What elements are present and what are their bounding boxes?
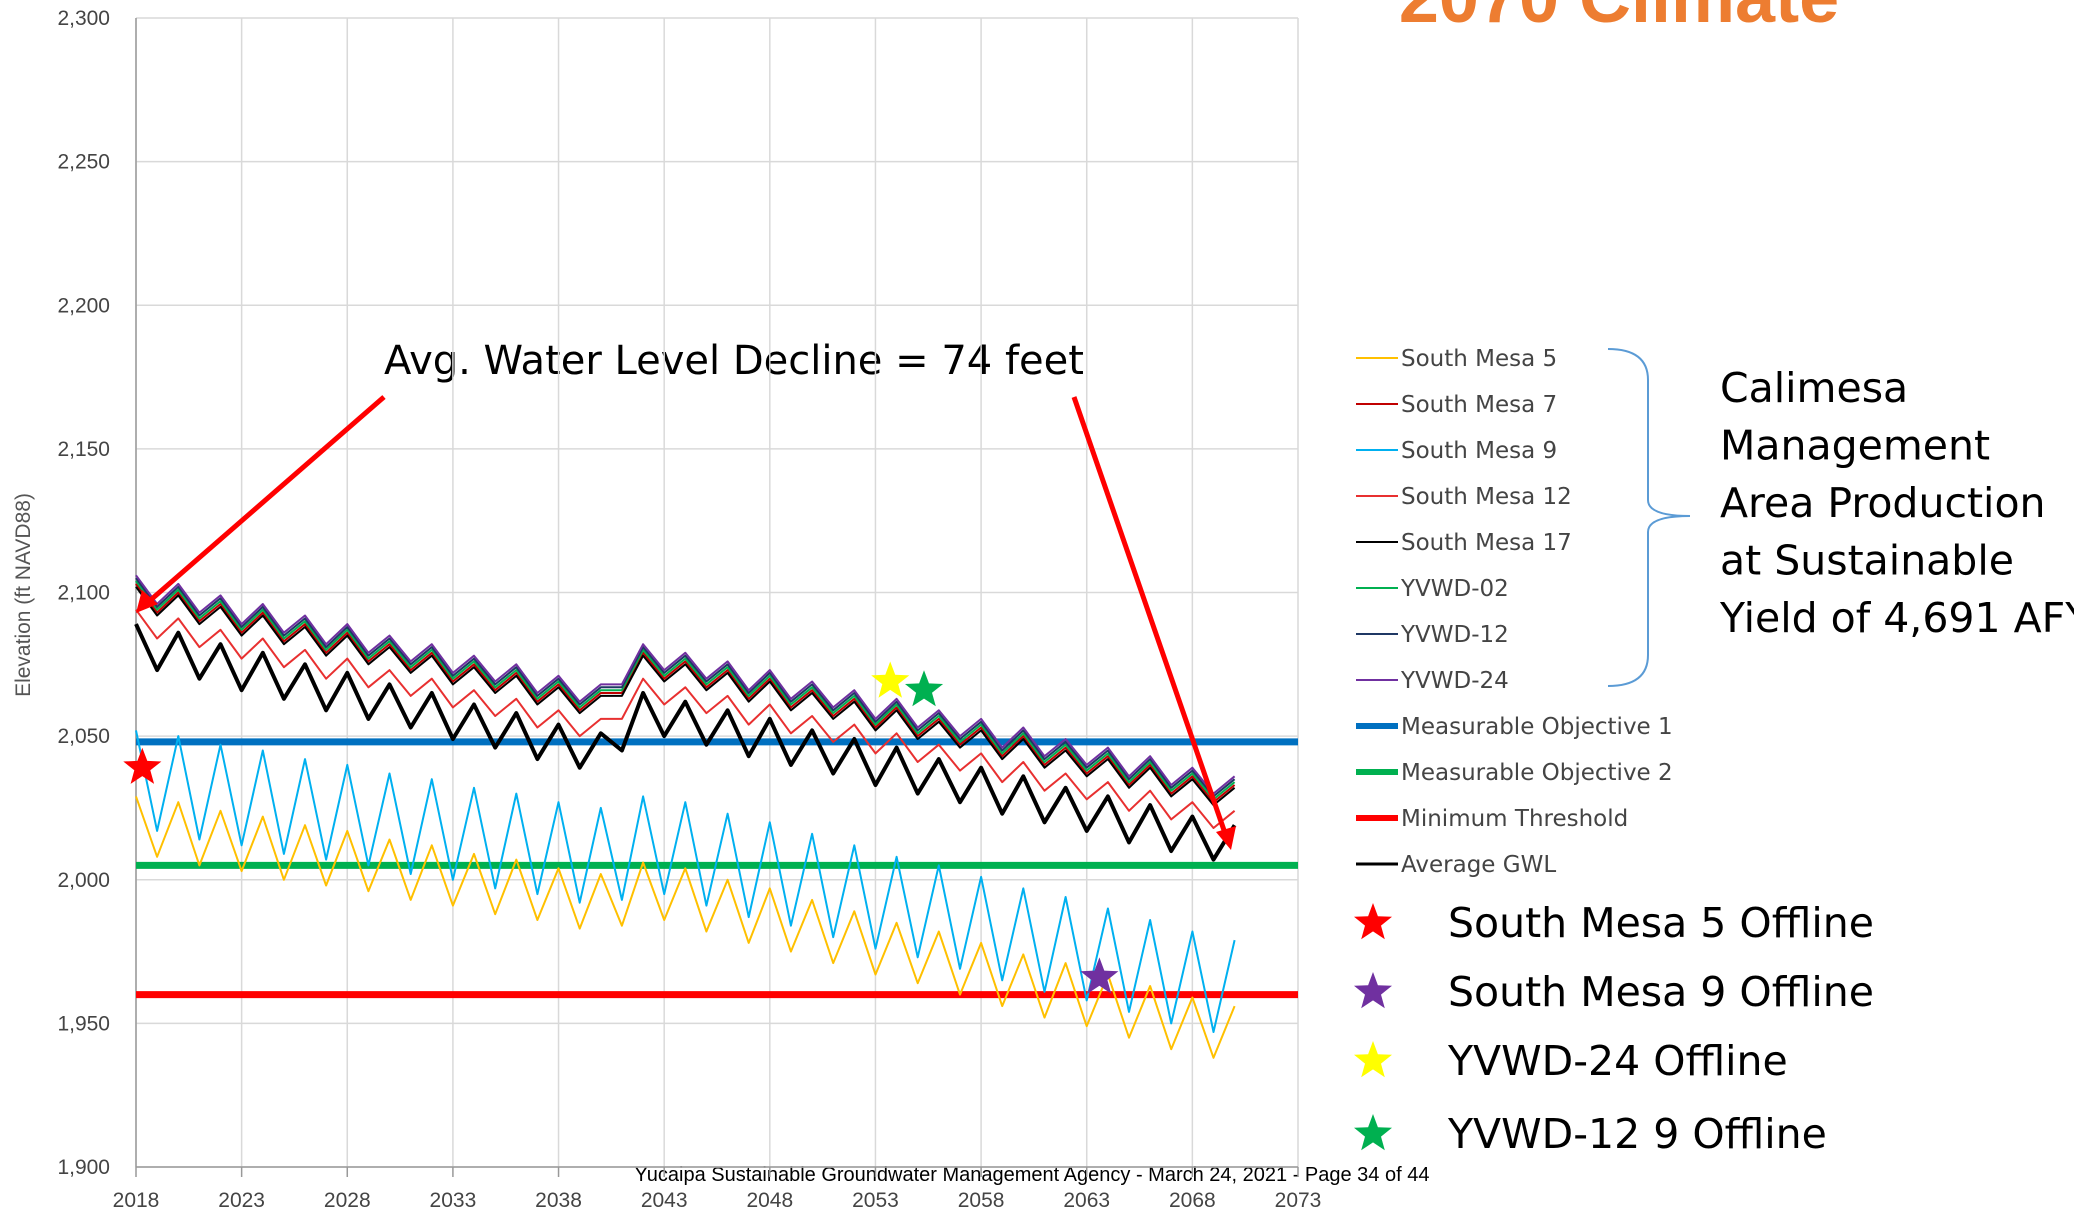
series-line bbox=[134, 623, 1237, 862]
y-tick-label: 1,900 bbox=[57, 1156, 110, 1179]
legend-label: South Mesa 12 bbox=[1401, 484, 1572, 510]
legend-label: South Mesa 5 bbox=[1401, 346, 1557, 372]
legend-label: South Mesa 9 bbox=[1401, 438, 1557, 464]
bracket bbox=[1607, 348, 1691, 687]
legend-star bbox=[1354, 903, 1392, 940]
x-tick-label: 2058 bbox=[958, 1189, 1005, 1212]
series-line bbox=[135, 586, 1236, 807]
y-tick-label: 2,100 bbox=[57, 582, 110, 605]
footer: Yucaipa Sustainable Groundwater Manageme… bbox=[635, 1164, 1430, 1186]
arrow-head bbox=[1216, 826, 1236, 850]
annotation: Avg. Water Level Decline = 74 feet bbox=[384, 338, 1084, 384]
legend-label: YVWD-12 bbox=[1400, 622, 1509, 648]
chart-title: 2070 Climate bbox=[1399, 0, 1839, 38]
y-tick-label: 2,150 bbox=[57, 438, 110, 461]
bracket-text: Yield of 4,691 AFY bbox=[1719, 594, 2074, 642]
legend-star bbox=[1354, 1041, 1392, 1078]
bracket-text: at Sustainable bbox=[1720, 537, 2014, 585]
legend-label: YVWD-02 bbox=[1400, 576, 1509, 602]
offline-marker bbox=[871, 661, 910, 698]
x-tick-label: 2068 bbox=[1169, 1189, 1216, 1212]
series-line bbox=[135, 577, 1236, 798]
legend-label: Minimum Threshold bbox=[1401, 806, 1628, 832]
x-tick-label: 2073 bbox=[1275, 1189, 1322, 1212]
legend-label: South Mesa 5 Offline bbox=[1448, 899, 1874, 947]
series-line bbox=[135, 574, 1236, 795]
x-tick-label: 2038 bbox=[535, 1189, 582, 1212]
y-tick-label: 2,250 bbox=[57, 151, 110, 174]
y-tick-label: 2,050 bbox=[57, 725, 110, 748]
x-tick-label: 2048 bbox=[746, 1189, 793, 1212]
series-line bbox=[135, 730, 1236, 1033]
x-tick-label: 2028 bbox=[324, 1189, 371, 1212]
legend-label: YVWD-24 Offline bbox=[1447, 1037, 1788, 1085]
legend-label: Average GWL bbox=[1401, 852, 1556, 878]
y-axis-label: Elevation (ft NAVD88) bbox=[12, 493, 35, 697]
bracket-text: Management bbox=[1720, 422, 1990, 470]
legend-star bbox=[1354, 972, 1392, 1009]
legend-label: Measurable Objective 1 bbox=[1401, 714, 1673, 740]
x-tick-label: 2018 bbox=[113, 1189, 160, 1212]
y-tick-label: 2,300 bbox=[57, 7, 110, 30]
legend-label: Measurable Objective 2 bbox=[1401, 760, 1673, 786]
legend-label: YVWD-24 bbox=[1400, 668, 1509, 694]
series-line bbox=[135, 609, 1236, 829]
offline-marker bbox=[123, 747, 162, 784]
bracket-text: Area Production bbox=[1720, 479, 2046, 527]
x-tick-label: 2063 bbox=[1063, 1189, 1110, 1212]
arrow bbox=[1071, 396, 1229, 837]
y-tick-label: 2,200 bbox=[57, 294, 110, 317]
series-line bbox=[135, 583, 1236, 804]
y-tick-label: 1,950 bbox=[57, 1012, 110, 1035]
x-tick-label: 2023 bbox=[218, 1189, 265, 1212]
y-tick-label: 2,000 bbox=[57, 869, 110, 892]
offline-marker bbox=[905, 670, 944, 707]
arrow bbox=[144, 395, 386, 606]
legend-label: South Mesa 17 bbox=[1401, 530, 1572, 556]
legend-label: YVWD-12 9 Offline bbox=[1447, 1110, 1827, 1158]
arrow-head bbox=[136, 590, 158, 613]
legend-label: South Mesa 7 bbox=[1401, 392, 1557, 418]
legend-label: South Mesa 9 Offline bbox=[1448, 968, 1874, 1016]
x-tick-label: 2033 bbox=[430, 1189, 477, 1212]
offline-marker bbox=[1080, 957, 1119, 994]
series-line bbox=[135, 796, 1236, 1059]
x-tick-label: 2043 bbox=[641, 1189, 688, 1212]
legend-star bbox=[1354, 1114, 1392, 1151]
x-tick-label: 2053 bbox=[852, 1189, 899, 1212]
bracket-text: Calimesa bbox=[1720, 364, 1908, 412]
series-line bbox=[135, 580, 1236, 801]
